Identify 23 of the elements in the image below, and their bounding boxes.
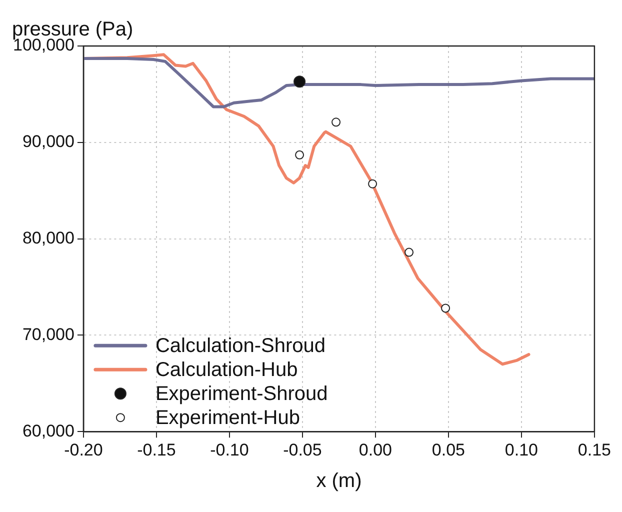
x-axis-title: x (m) xyxy=(316,470,362,492)
point xyxy=(332,118,341,127)
legend-label: Calculation-Hub xyxy=(155,359,298,382)
legend-label: Experiment-Shroud xyxy=(155,383,328,406)
x-tick-label: 0.05 xyxy=(432,440,465,460)
y-tick-label: 70,000 xyxy=(22,324,74,344)
legend-label: Experiment-Hub xyxy=(155,407,300,430)
x-tick-label: 0.10 xyxy=(504,440,538,460)
x-tick-label: -0.20 xyxy=(64,440,103,460)
y-tick-label: 90,000 xyxy=(22,132,74,152)
x-tick-label: -0.15 xyxy=(137,440,176,460)
point xyxy=(441,304,450,313)
x-tick-label: -0.10 xyxy=(210,440,249,460)
x-tick-label: 0.15 xyxy=(578,440,612,460)
y-tick-label: 80,000 xyxy=(22,228,74,248)
y-tick-label: 60,000 xyxy=(22,421,74,440)
point xyxy=(404,248,414,257)
point xyxy=(294,76,306,88)
point xyxy=(368,179,378,188)
x-tick-label: 0.00 xyxy=(358,440,392,460)
legend-label: Calculation-Shroud xyxy=(155,335,326,358)
x-tick-label: -0.05 xyxy=(283,440,322,460)
point xyxy=(295,150,304,160)
